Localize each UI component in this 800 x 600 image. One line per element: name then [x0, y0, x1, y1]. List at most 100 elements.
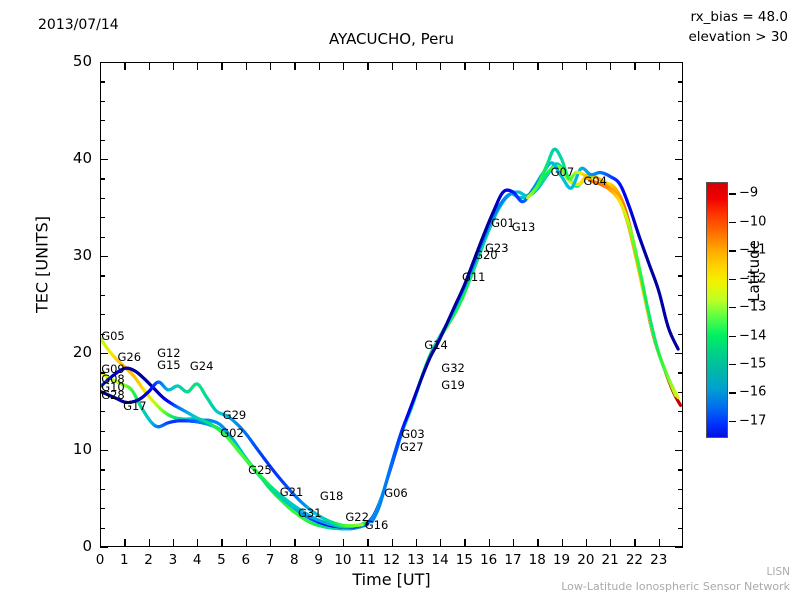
x-tick-major	[634, 539, 636, 547]
y-tick-major-right	[675, 256, 683, 258]
x-tick-label: 10	[334, 552, 352, 568]
y-tick-minor	[100, 333, 105, 335]
satellite-label: G21	[279, 484, 304, 499]
colorbar-tick-label: −10	[739, 214, 767, 230]
colorbar-tick-label: −14	[739, 328, 767, 344]
x-tick-major	[610, 539, 612, 547]
colorbar-tick	[729, 250, 736, 252]
colorbar-tick	[729, 193, 736, 195]
x-tick-major	[245, 539, 248, 547]
x-tick-label: 12	[382, 552, 401, 568]
x-tick-label: 23	[650, 552, 668, 568]
satellite-label: G17	[123, 399, 147, 414]
y-tick-minor-right	[678, 391, 683, 394]
tec-track	[525, 147, 680, 400]
x-tick-major-top	[124, 62, 126, 70]
x-tick-major-top	[440, 62, 442, 70]
x-axis-title: Time [UT]	[352, 570, 431, 589]
x-tick-major-top	[221, 62, 223, 70]
x-tick-major-top	[634, 62, 636, 70]
x-tick-major-top	[464, 62, 466, 70]
y-tick-minor-right	[678, 372, 683, 374]
colorbar-tick	[729, 335, 736, 337]
y-tick-minor-right	[678, 236, 683, 238]
satellite-label: G07	[550, 164, 575, 179]
colorbar-gradient	[706, 182, 728, 438]
satellite-label: G19	[441, 377, 465, 392]
x-tick-major	[391, 539, 393, 547]
x-tick-major	[148, 539, 150, 547]
satellite-label: G23	[485, 241, 509, 256]
y-tick-minor-right	[678, 294, 683, 297]
y-tick-minor	[100, 488, 105, 491]
y-tick-minor-right	[678, 488, 683, 491]
date-label: 2013/07/14	[38, 17, 119, 33]
x-tick-major-top	[367, 62, 369, 70]
colorbar-tick-label: −9	[739, 185, 759, 201]
y-tick-minor	[100, 314, 105, 316]
x-tick-major	[172, 539, 175, 547]
x-tick-major-top	[537, 62, 539, 70]
plot-area	[100, 62, 683, 547]
x-tick-label: 13	[407, 552, 425, 568]
x-tick-label: 17	[504, 552, 522, 568]
y-tick-minor	[100, 294, 105, 297]
satellite-label: G25	[248, 463, 272, 478]
x-tick-major	[561, 539, 563, 547]
x-tick-major-top	[512, 62, 515, 70]
x-tick-major	[367, 539, 369, 547]
x-tick-major-top	[270, 62, 272, 70]
y-tick-minor-right	[678, 508, 683, 510]
y-tick-minor	[100, 100, 105, 103]
colorbar-tick-label: −17	[739, 413, 767, 429]
colorbar-tick-label: −16	[739, 384, 767, 400]
x-tick-label: 11	[358, 552, 376, 568]
y-tick-minor	[100, 120, 105, 122]
x-tick-major-top	[585, 62, 588, 70]
y-tick-minor	[100, 81, 105, 83]
x-tick-major	[342, 539, 345, 547]
y-tick-minor-right	[678, 333, 683, 335]
satellite-label: G26	[117, 349, 142, 364]
x-tick-major	[124, 539, 126, 547]
y-tick-minor-right	[678, 197, 683, 200]
y-axis-title: TEC [UNITS]	[32, 216, 52, 313]
y-tick-label: 30	[72, 246, 92, 264]
y-tick-minor-right	[678, 120, 683, 122]
y-tick-minor-right	[678, 411, 683, 413]
y-tick-minor	[100, 275, 105, 277]
colorbar-tick	[729, 392, 736, 394]
x-tick-label: 16	[480, 552, 498, 568]
satellite-label: G28	[101, 387, 125, 402]
satellite-label: G04	[583, 174, 607, 189]
x-tick-major	[294, 539, 296, 547]
x-tick-major-top	[561, 62, 563, 70]
x-tick-major	[585, 539, 588, 547]
y-tick-label: 40	[72, 149, 92, 167]
y-tick-minor-right	[678, 217, 683, 219]
y-tick-minor-right	[678, 527, 683, 529]
satellite-label: G11	[461, 270, 486, 285]
x-tick-major	[512, 539, 515, 547]
x-tick-major	[197, 539, 199, 547]
x-tick-major	[221, 539, 223, 547]
x-tick-label: 18	[528, 552, 546, 568]
y-tick-minor	[100, 197, 105, 200]
x-tick-label: 9	[314, 552, 323, 568]
y-tick-minor	[100, 391, 105, 394]
satellite-label: G13	[511, 219, 536, 234]
x-tick-major	[464, 539, 466, 547]
y-tick-label: 10	[72, 440, 92, 458]
satellite-label: G24	[189, 358, 214, 373]
x-tick-label: 2	[144, 552, 153, 568]
y-tick-major	[100, 159, 108, 161]
y-tick-major	[100, 256, 108, 258]
x-tick-major-top	[197, 62, 199, 70]
x-tick-label: 15	[455, 552, 473, 568]
y-tick-minor	[100, 178, 105, 180]
x-tick-major-top	[294, 62, 296, 70]
x-tick-label: 0	[95, 552, 105, 568]
y-tick-minor	[100, 217, 105, 219]
y-tick-label: 50	[72, 52, 92, 70]
satellite-label: G06	[384, 485, 408, 500]
